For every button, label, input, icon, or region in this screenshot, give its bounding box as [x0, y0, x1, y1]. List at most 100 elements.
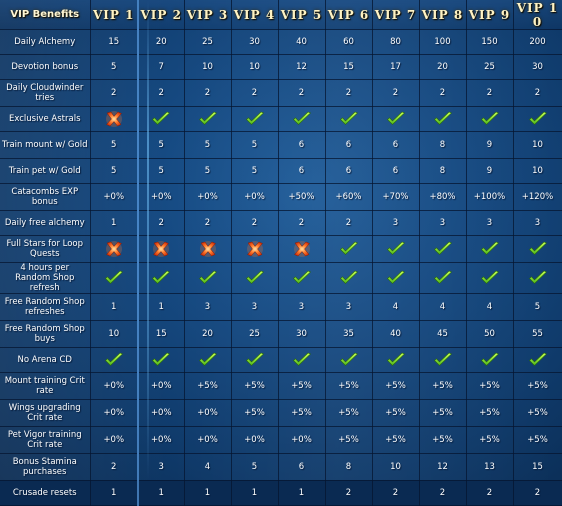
- benefit-value: 1: [138, 480, 185, 506]
- check-icon: [528, 352, 548, 368]
- check-icon: [480, 352, 500, 368]
- cross-icon: [245, 240, 265, 258]
- benefit-label: Daily Alchemy: [0, 29, 91, 55]
- benefit-value: 6: [325, 158, 373, 184]
- benefit-value: 55: [513, 320, 562, 348]
- benefit-value: 3: [325, 293, 373, 321]
- benefit-value: 5: [90, 158, 139, 184]
- benefit-value: 5: [184, 131, 232, 159]
- benefit-value: 30: [513, 54, 562, 80]
- benefit-cell: [466, 106, 514, 132]
- benefit-value: 1: [138, 293, 185, 321]
- benefit-cell: [325, 235, 373, 263]
- check-icon: [151, 111, 171, 127]
- benefit-value: 45: [419, 320, 467, 348]
- benefit-value: 10: [231, 54, 279, 80]
- benefit-value: +0%: [90, 372, 139, 400]
- benefit-value: 7: [138, 54, 185, 80]
- header-vip-3: VIP 3: [184, 0, 232, 30]
- benefit-label: Train pet w/ Gold: [0, 158, 91, 184]
- benefit-value: 5: [90, 131, 139, 159]
- benefit-cell: [513, 106, 562, 132]
- benefit-value: 6: [325, 131, 373, 159]
- benefit-value: +0%: [90, 426, 139, 454]
- benefit-value: 35: [325, 320, 373, 348]
- benefit-value: 1: [184, 480, 232, 506]
- benefit-value: 10: [184, 54, 232, 80]
- benefit-cell: [138, 106, 185, 132]
- benefit-value: +0%: [184, 426, 232, 454]
- benefit-row: Train pet w/ Gold 5 5 5 5 6 6 6 8 9 10: [0, 158, 562, 184]
- benefit-cell: [325, 262, 373, 294]
- benefit-value: +0%: [138, 399, 185, 427]
- benefit-value: 3: [466, 210, 514, 236]
- benefit-value: 150: [466, 29, 514, 55]
- check-icon: [339, 111, 359, 127]
- benefit-row: No Arena CD: [0, 347, 562, 373]
- benefit-cell: [90, 347, 139, 373]
- benefit-label: Catacombs EXP bonus: [0, 183, 91, 211]
- header-vip-7: VIP 7: [372, 0, 420, 30]
- benefit-value: 15: [325, 54, 373, 80]
- benefit-value: 2: [372, 79, 420, 107]
- benefit-value: 8: [419, 131, 467, 159]
- benefit-value: 6: [278, 453, 326, 481]
- benefit-label: Train mount w/ Gold: [0, 131, 91, 159]
- benefit-value: 3: [138, 453, 185, 481]
- benefit-value: +5%: [419, 372, 467, 400]
- benefit-value: 4: [419, 293, 467, 321]
- benefit-value: 2: [325, 79, 373, 107]
- benefit-value: 8: [325, 453, 373, 481]
- benefit-row: Daily free alchemy 1 2 2 2 2 2 3 3 3 3: [0, 210, 562, 236]
- benefit-value: 1: [90, 480, 139, 506]
- benefit-value: +5%: [278, 399, 326, 427]
- check-icon: [339, 241, 359, 257]
- benefit-value: 10: [513, 158, 562, 184]
- check-icon: [528, 270, 548, 286]
- check-icon: [198, 270, 218, 286]
- benefit-row: Devotion bonus 5 7 10 10 12 15 17 20 25 30: [0, 54, 562, 80]
- benefit-value: 8: [419, 158, 467, 184]
- header-vip-10: VIP 1 0: [513, 0, 562, 30]
- benefit-value: +5%: [419, 426, 467, 454]
- benefit-label: Pet Vigor training Crit rate: [0, 426, 91, 454]
- benefit-row: Catacombs EXP bonus +0% +0% +0% +0% +50% +60% +…: [0, 183, 562, 211]
- benefit-cell: [278, 262, 326, 294]
- benefit-value: 25: [184, 29, 232, 55]
- benefit-cell: [138, 262, 185, 294]
- header-vip-4: VIP 4: [231, 0, 279, 30]
- check-icon: [386, 111, 406, 127]
- benefit-value: +50%: [278, 183, 326, 211]
- table-body: Daily Alchemy 15 20 25 30 40 60 80 100 150 200 Devo…: [0, 29, 562, 506]
- benefit-cell: [419, 106, 467, 132]
- benefit-cell: [419, 262, 467, 294]
- benefit-row: Full Stars for Loop Quests: [0, 235, 562, 263]
- check-icon: [292, 352, 312, 368]
- check-icon: [104, 352, 124, 368]
- check-icon: [292, 111, 312, 127]
- benefit-cell: [513, 235, 562, 263]
- benefit-value: +5%: [466, 372, 514, 400]
- benefit-row: Free Random Shop refreshes 1 1 3 3 3 3 4 4 4 5: [0, 293, 562, 321]
- benefit-value: 15: [90, 29, 139, 55]
- benefit-value: 1: [278, 480, 326, 506]
- benefit-value: 5: [138, 158, 185, 184]
- benefit-cell: [231, 262, 279, 294]
- benefit-value: 3: [372, 210, 420, 236]
- benefit-value: 2: [419, 79, 467, 107]
- benefit-value: 2: [138, 210, 185, 236]
- header-row: VIP Benefits VIP 1 VIP 2 VIP 3 VIP 4 VIP 5 VI…: [0, 0, 562, 30]
- benefit-value: 2: [231, 210, 279, 236]
- check-icon: [104, 270, 124, 286]
- cross-icon: [151, 240, 171, 258]
- benefit-value: +5%: [372, 399, 420, 427]
- benefit-value: 5: [90, 54, 139, 80]
- benefit-value: +70%: [372, 183, 420, 211]
- cross-icon: [198, 240, 218, 258]
- benefit-value: 13: [466, 453, 514, 481]
- benefit-value: +5%: [231, 372, 279, 400]
- benefit-cell: [372, 262, 420, 294]
- benefit-value: 15: [138, 320, 185, 348]
